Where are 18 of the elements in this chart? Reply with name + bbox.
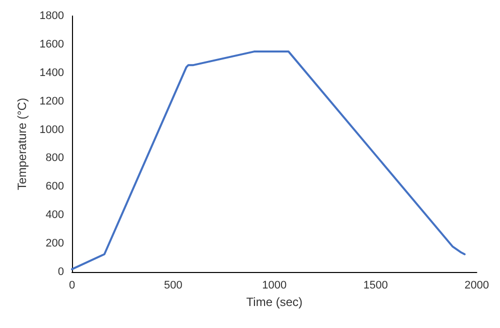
- y-tick-label: 1600: [40, 38, 64, 50]
- y-tick-label: 400: [46, 209, 64, 222]
- y-tick-label: 800: [46, 152, 64, 164]
- x-tick-label: 500: [164, 280, 182, 292]
- x-axis-title: Time (sec): [246, 295, 302, 309]
- y-tick-label: 600: [46, 180, 64, 193]
- y-tick-label: 200: [46, 238, 64, 250]
- line-series: [71, 50, 466, 270]
- y-tick-label: 1800: [40, 10, 64, 22]
- x-tick-label: 1000: [262, 280, 287, 292]
- y-tick-label: 0: [58, 266, 64, 278]
- y-tick-label: 1400: [40, 66, 64, 79]
- y-tick-label: 1200: [40, 95, 64, 108]
- y-axis-title: Temperature (°C): [15, 98, 29, 190]
- x-tick-label: 1500: [363, 280, 388, 292]
- x-tick-label: 2000: [464, 280, 490, 292]
- x-tick-label: 0: [68, 280, 76, 292]
- y-tick-label: 1000: [40, 124, 64, 136]
